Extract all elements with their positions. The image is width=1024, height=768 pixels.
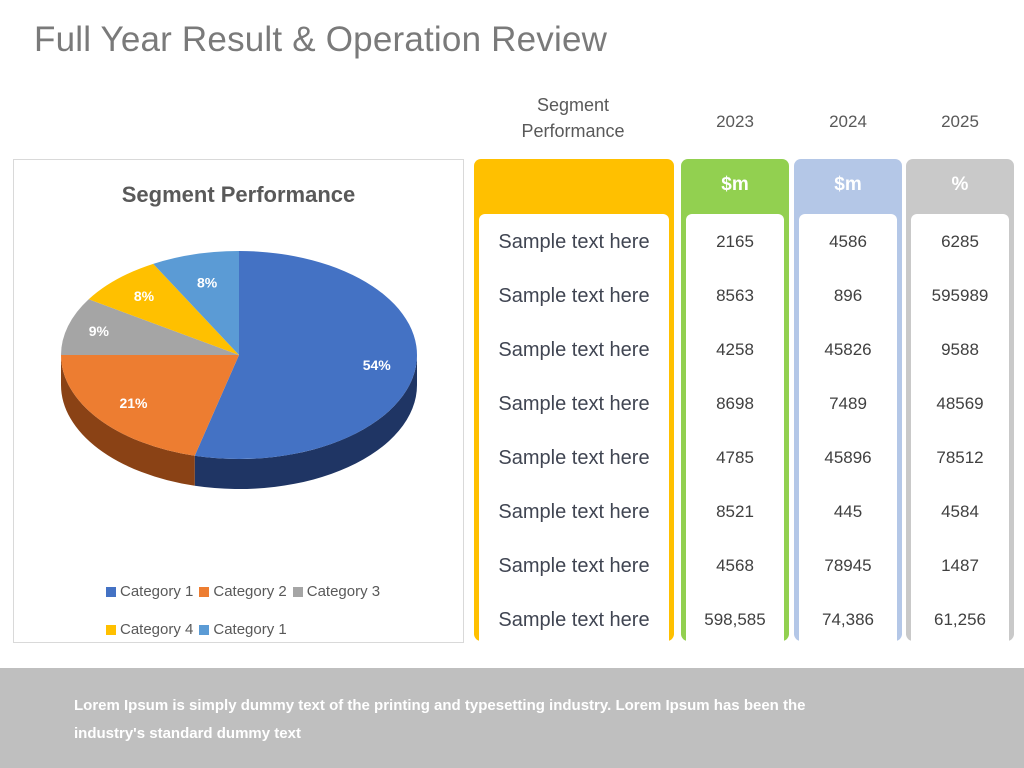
pie-data-label: 54% [363,357,392,373]
table-cell-2024: 74,386 [822,610,874,629]
table-cell-2025: 4584 [941,502,979,521]
chart-legend: Category 1 Category 2 Category 3 Category 4… [14,582,463,640]
table-cell-2023: 598,585 [704,610,766,629]
pie-data-label: 8% [134,288,155,304]
table-cell-2025: 6285 [941,232,979,251]
table-cell-2025: 9588 [941,340,979,359]
table-cell-2024: 45826 [824,340,872,359]
legend-swatch [199,625,210,635]
segment-row-label: Sample text here [498,231,650,253]
legend-item: Category 4 [106,620,193,640]
pie-slice [88,263,240,355]
table-cell-2023: 8698 [716,394,754,413]
legend-label: Category 3 [306,583,381,600]
unit-label-2024: $m [834,174,862,195]
pie-data-label: 8% [197,274,218,290]
table-cell-2024: 7489 [829,394,867,413]
legend-swatch [292,587,303,597]
legend-label: Category 1 [120,583,194,600]
table-cell-2024: 78945 [824,556,872,575]
table-cell-2025: 1487 [941,556,979,575]
legend-swatch [106,587,116,597]
legend-label: Category 4 [120,621,194,638]
footer-text: Lorem Ipsum is simply dummy text of the … [74,697,806,742]
table-cell-2023: 4785 [716,448,754,467]
pie-slice-side [194,355,417,489]
segment-row-label: Sample text here [498,285,650,307]
segment-row-label: Sample text here [498,609,650,631]
table-cell-2025: 78512 [936,448,984,467]
column-2024: $m 4586 896 45826 7489 45896 445 78945 74,386 [794,159,902,641]
segment-row-label: Sample text here [498,501,650,523]
segment-row-label: Sample text here [498,555,650,577]
column-2025-body: 6285 595989 9588 48569 78512 4584 1487 61,256 [911,214,1009,641]
table-cell-2025: 48569 [936,394,984,413]
table-cell-2023: 8521 [716,502,754,521]
table-cell-2023: 4258 [716,340,754,359]
year-header-2023: 2023 [716,112,754,131]
table-cell-2024: 45896 [824,448,872,467]
pie-slice-side [61,355,195,486]
pie-slice [153,251,239,355]
legend-item: Category 2 [199,582,287,602]
segment-row-label: Sample text here [498,447,650,469]
legend-swatch [106,625,116,635]
pie-chart: 54% 21% 9% 8% 8% [61,251,418,489]
segment-column: Sample text here Sample text here Sample t… [474,159,674,641]
column-2025: % 6285 595989 9588 48569 78512 4584 1487 61,256 [906,159,1014,641]
chart-panel: Segment Performance 54% 21% 9% 8% 8% Categor… [13,159,464,643]
table-cell-2024: 445 [833,502,863,521]
page-title: Full Year Result & Operation Review [34,20,608,59]
column-2023: $m 2165 8563 4258 8698 4785 8521 4568 598,585 [681,159,789,641]
pie-data-label: 9% [89,323,110,339]
table-cell-2024: 4586 [829,232,867,251]
legend-label: Category 2 [213,583,287,600]
table-cell-2023: 8563 [716,286,754,305]
legend-item: Category 3 [292,582,381,602]
unit-label-2023: $m [721,174,749,195]
column-2023-body: 2165 8563 4258 8698 4785 8521 4568 598,585 [686,214,784,641]
unit-label-2025: % [951,174,969,195]
pie-slice [194,251,418,459]
footer-banner: Lorem Ipsum is simply dummy text of the … [0,668,1024,768]
segment-row-label: Sample text here [498,393,650,415]
year-header-2025: 2025 [941,112,979,131]
table-cell-2023: 4568 [716,556,754,575]
segment-column-header: Segment Performance [521,95,625,141]
table-cell-2025: 595989 [931,286,989,305]
pie-slice [61,299,239,355]
table-cell-2025: 61,256 [934,610,986,629]
table-cell-2023: 2165 [716,232,754,251]
pie-data-label: 21% [119,395,148,411]
table-cell-2024: 896 [833,286,863,305]
legend-label: Category 1 [213,621,287,638]
segment-row-label: Sample text here [498,339,650,361]
pie-slice [61,355,239,456]
legend-item: Category 1 [199,620,287,640]
segment-column-body: Sample text here Sample text here Sample t… [479,214,669,641]
chart-title: Segment Performance [121,182,356,207]
legend-item: Category 1 [106,582,193,602]
legend-swatch [199,587,210,597]
column-2024-body: 4586 896 45826 7489 45896 445 78945 74,386 [799,214,897,641]
year-header-2024: 2024 [829,112,867,131]
